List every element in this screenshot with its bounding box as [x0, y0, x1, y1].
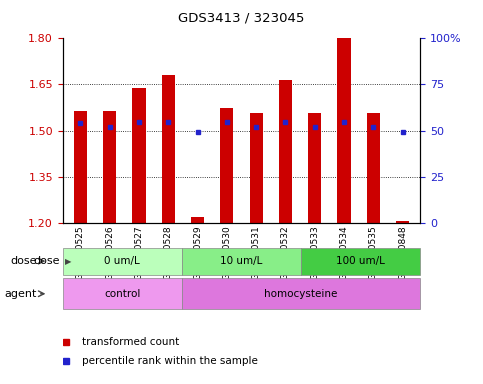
- Bar: [279, 80, 292, 223]
- Text: percentile rank within the sample: percentile rank within the sample: [83, 356, 258, 366]
- Bar: [182, 278, 420, 309]
- Bar: [132, 88, 145, 223]
- Text: homocysteine: homocysteine: [264, 289, 338, 299]
- Text: 100 um/L: 100 um/L: [336, 256, 385, 266]
- Text: dose: dose: [10, 256, 37, 266]
- Bar: [63, 248, 182, 275]
- Text: control: control: [104, 289, 141, 299]
- Bar: [308, 113, 321, 223]
- Bar: [63, 278, 182, 309]
- Bar: [103, 111, 116, 223]
- Bar: [367, 113, 380, 223]
- Bar: [74, 111, 87, 223]
- Text: agent: agent: [4, 289, 37, 299]
- Bar: [220, 108, 233, 223]
- Bar: [301, 248, 420, 275]
- Text: dose: dose: [34, 256, 60, 266]
- Bar: [182, 248, 301, 275]
- Bar: [396, 221, 409, 223]
- Bar: [250, 113, 263, 223]
- Bar: [338, 38, 351, 223]
- Text: 10 um/L: 10 um/L: [220, 256, 263, 266]
- Text: transformed count: transformed count: [83, 337, 180, 347]
- Text: GDS3413 / 323045: GDS3413 / 323045: [178, 12, 305, 25]
- Bar: [162, 75, 175, 223]
- Text: ▶: ▶: [65, 257, 71, 266]
- Text: 0 um/L: 0 um/L: [104, 256, 140, 266]
- Bar: [191, 217, 204, 223]
